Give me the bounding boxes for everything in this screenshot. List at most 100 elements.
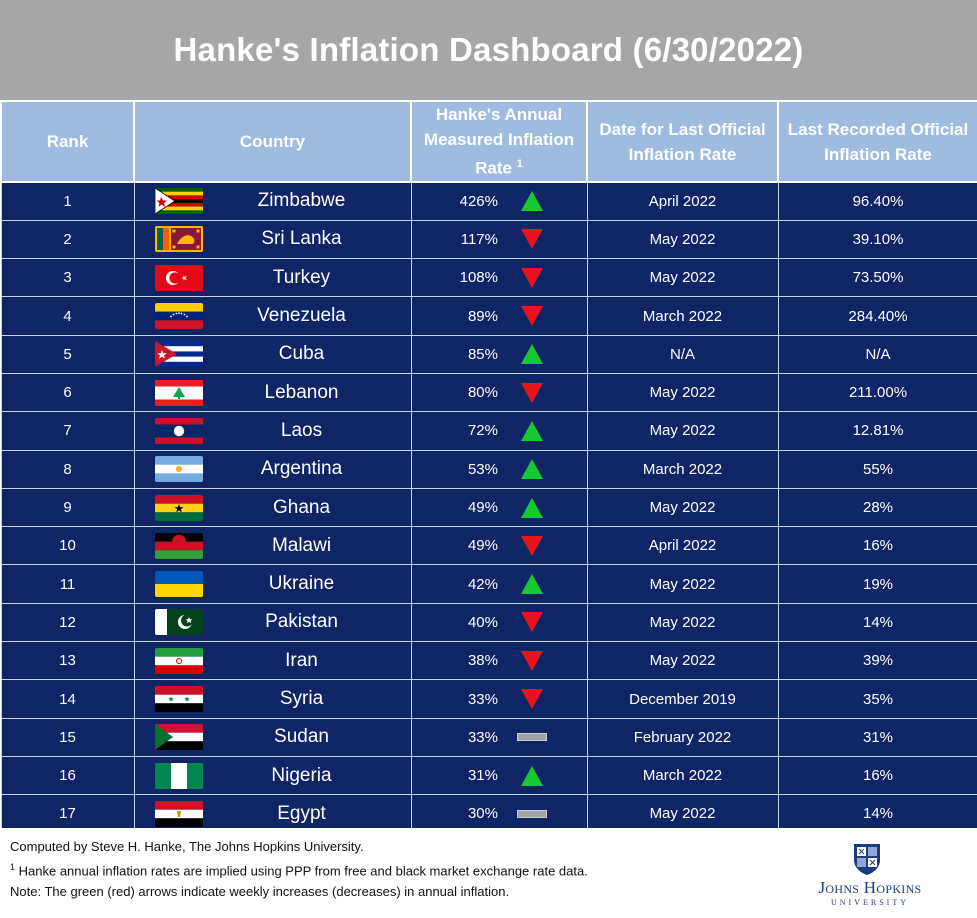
country-name: Malawi — [271, 534, 332, 556]
table-row: 8 Argentina 53% March 2022 55% — [0, 449, 977, 489]
date-cell: March 2022 — [586, 755, 779, 796]
no-change-icon — [517, 733, 547, 742]
rank-cell: 4 — [0, 296, 135, 336]
arrow-up-icon — [521, 191, 543, 212]
rank-cell: 12 — [0, 602, 135, 643]
hanke-rate-value: 89% — [467, 307, 498, 325]
hanke-rate-cell: 31% — [410, 755, 588, 796]
rank-cell: 7 — [0, 411, 135, 451]
hanke-rate-value: 72% — [467, 422, 498, 440]
hanke-rate-cell: 42% — [410, 564, 588, 604]
hanke-rate-value: 40% — [467, 613, 498, 631]
egypt-flag — [154, 800, 203, 827]
date-cell: N/A — [586, 334, 779, 374]
hanke-rate-value: 49% — [467, 499, 498, 517]
official-rate-cell: 14% — [777, 602, 977, 643]
table-row: 14 Syria 33% December 2019 35% — [0, 679, 977, 719]
turkey-flag — [154, 264, 203, 291]
official-rate-cell: 55% — [777, 449, 977, 489]
hanke-rate-cell: 40% — [410, 602, 588, 643]
country-name: Nigeria — [271, 764, 332, 786]
hanke-rate-cell: 33% — [410, 679, 588, 719]
laos-flag — [154, 417, 203, 444]
country-name: Sri Lanka — [261, 228, 342, 250]
johns-hopkins-logo: Johns Hopkins UNIVERSITY — [800, 842, 940, 912]
country-name: Ukraine — [268, 573, 335, 595]
hanke-rate-cell: 80% — [410, 372, 588, 413]
country-header: Country — [133, 100, 412, 183]
official-rate-cell: N/A — [777, 334, 977, 374]
rank-cell: 17 — [0, 794, 135, 834]
country-cell: Pakistan — [133, 602, 412, 643]
table-row: 9 Ghana 49% May 2022 28% — [0, 487, 977, 528]
table-row: 16 Nigeria 31% March 2022 16% — [0, 755, 977, 796]
title-bar: Hanke's Inflation Dashboard (6/30/2022) — [0, 0, 977, 100]
date-cell: May 2022 — [586, 641, 779, 681]
inflation-table: Rank Country Hanke's Annual Measured Inf… — [0, 100, 977, 834]
lebanon-flag — [154, 379, 203, 406]
rank-header: Rank — [0, 100, 135, 183]
country-cell: Iran — [133, 641, 412, 681]
hanke-rate-cell: 72% — [410, 411, 588, 451]
country-cell: Turkey — [133, 258, 412, 298]
official-rate-cell: 73.50% — [777, 258, 977, 298]
official-rate-cell: 96.40% — [777, 181, 977, 221]
official-rate-cell: 35% — [777, 679, 977, 719]
date-cell: March 2022 — [586, 449, 779, 489]
zimbabwe-flag — [154, 188, 203, 215]
hanke-rate-cell: 38% — [410, 641, 588, 681]
date-header: Date for Last Official Inflation Rate — [586, 100, 779, 183]
date-cell: April 2022 — [586, 181, 779, 221]
ghana-flag — [154, 494, 203, 521]
footnote-ppp: 1 Hanke annual inflation rates are impli… — [10, 862, 588, 879]
table-row: 4 Venezuela 89% March 2022 284.40% — [0, 296, 977, 336]
table-row: 15 Sudan 33% February 2022 31% — [0, 717, 977, 757]
logo-subtitle: UNIVERSITY — [831, 898, 909, 907]
country-name: Syria — [279, 688, 324, 709]
arrow-down-icon — [521, 382, 543, 403]
official-rate-cell: 19% — [777, 564, 977, 604]
dashboard-title: Hanke's Inflation Dashboard (6/30/2022) — [173, 31, 804, 68]
footnotes: Computed by Steve H. Hanke, The Johns Ho… — [10, 836, 588, 902]
country-name: Ghana — [272, 496, 331, 518]
date-cell: May 2022 — [586, 219, 779, 260]
table-row: 11 Ukraine 42% May 2022 19% — [0, 564, 977, 604]
date-cell: April 2022 — [586, 526, 779, 566]
rank-cell: 14 — [0, 679, 135, 719]
hanke-rate-value: 38% — [467, 652, 498, 670]
official-rate-cell: 28% — [777, 487, 977, 528]
date-cell: February 2022 — [586, 717, 779, 757]
arrow-down-icon — [521, 689, 543, 709]
argentina-flag — [154, 456, 203, 483]
footnote-arrows: Note: The green (red) arrows indicate we… — [10, 884, 510, 900]
hanke-rate-value: 33% — [467, 690, 498, 708]
country-name: Venezuela — [257, 305, 346, 327]
hanke-rate-cell: 89% — [410, 296, 588, 336]
country-name: Cuba — [278, 343, 325, 365]
arrow-up-icon — [521, 574, 543, 595]
country-name: Egypt — [277, 802, 326, 824]
date-cell: May 2022 — [586, 564, 779, 604]
arrow-down-icon — [521, 535, 543, 556]
hanke-rate-value: 33% — [467, 728, 498, 746]
country-cell: Argentina — [133, 449, 412, 489]
hanke-rate-cell: 33% — [410, 717, 588, 757]
ukraine-flag — [154, 571, 203, 598]
table-row: 12 Pakistan 40% May 2022 14% — [0, 602, 977, 643]
arrow-up-icon — [521, 459, 543, 480]
iran-flag — [154, 647, 203, 674]
hanke-rate-cell: 426% — [410, 181, 588, 221]
official-rate-header: Last Recorded Official Inflation Rate — [777, 100, 977, 183]
date-cell: May 2022 — [586, 411, 779, 451]
date-cell: May 2022 — [586, 372, 779, 413]
country-name: Sudan — [274, 726, 329, 748]
country-cell: Egypt — [133, 794, 412, 834]
hanke-rate-cell: 117% — [410, 219, 588, 260]
country-cell: Nigeria — [133, 755, 412, 796]
rank-cell: 13 — [0, 641, 135, 681]
date-cell: May 2022 — [586, 258, 779, 298]
table-row: 7 Laos 72% May 2022 12.81% — [0, 411, 977, 451]
country-cell: Sudan — [133, 717, 412, 757]
country-cell: Ukraine — [133, 564, 412, 604]
rank-cell: 3 — [0, 258, 135, 298]
